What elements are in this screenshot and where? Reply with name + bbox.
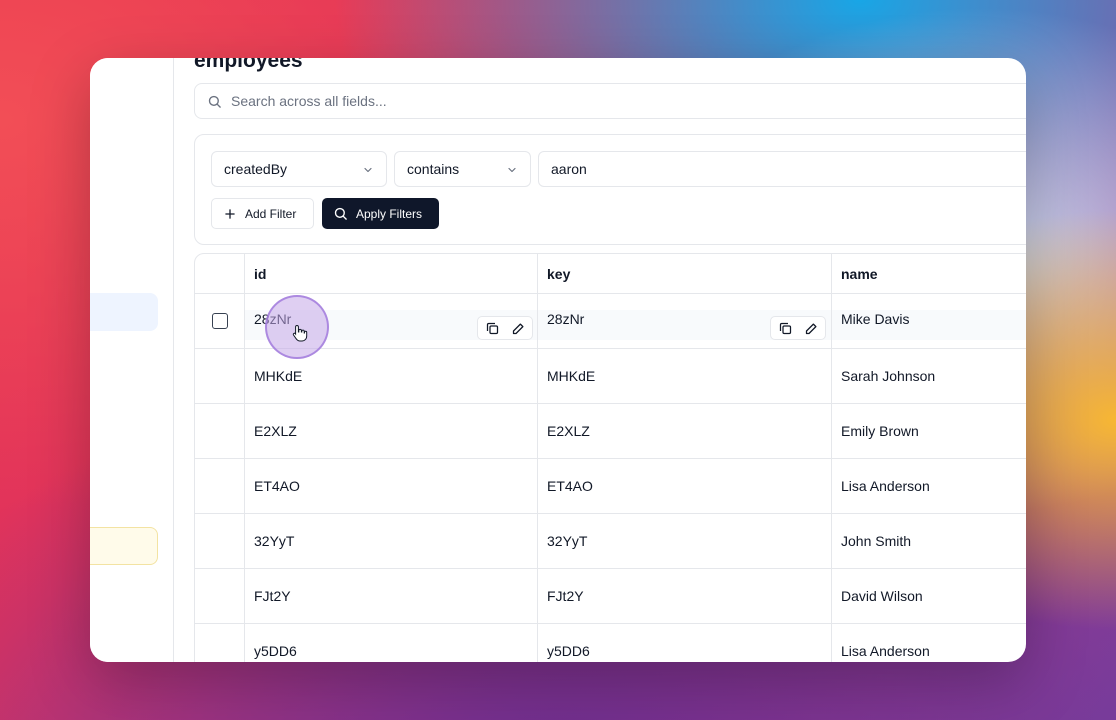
table-header-row: id key name (195, 254, 1026, 294)
data-table: id key name 28zNr 28zNr Mike Davis MHKdE (194, 253, 1026, 662)
table-row[interactable]: y5DD6 y5DD6 Lisa Anderson (195, 624, 1026, 662)
cell-actions-key (770, 316, 826, 340)
row-select-cell (195, 404, 245, 458)
hand-pointer-icon (292, 324, 308, 342)
search-icon (208, 95, 221, 108)
header-select-cell (195, 254, 245, 293)
table-row[interactable]: E2XLZ E2XLZ Emily Brown (195, 404, 1026, 459)
apply-filters-button[interactable]: Apply Filters (322, 198, 439, 229)
cell-name[interactable]: Sarah Johnson (841, 368, 936, 384)
cell-name[interactable]: Mike Davis (841, 311, 910, 327)
row-select-cell (195, 514, 245, 568)
cell-key[interactable]: E2XLZ (538, 404, 832, 458)
chevron-down-icon (508, 167, 516, 173)
row-select-cell (195, 624, 245, 662)
column-header-id[interactable]: id (245, 254, 538, 293)
sidebar (90, 58, 174, 662)
cell-key[interactable]: MHKdE (538, 349, 832, 403)
copy-icon[interactable] (481, 317, 503, 339)
filter-field-value: createdBy (224, 161, 288, 177)
search-icon (334, 207, 347, 220)
pencil-icon[interactable] (507, 317, 529, 339)
row-checkbox[interactable] (211, 313, 228, 329)
sidebar-item-highlighted[interactable] (90, 527, 158, 565)
table-row[interactable]: MHKdE MHKdE Sarah Johnson (195, 349, 1026, 404)
cell-key[interactable]: y5DD6 (538, 624, 832, 662)
row-select-cell (195, 294, 245, 348)
cell-name[interactable]: John Smith (841, 533, 912, 549)
column-header-key[interactable]: key (538, 254, 832, 293)
cell-name[interactable]: Emily Brown (841, 423, 919, 439)
sidebar-item-selected[interactable] (90, 293, 158, 331)
filter-field-select[interactable]: createdBy (211, 151, 387, 187)
cell-name[interactable]: David Wilson (841, 588, 923, 604)
table-row[interactable]: 32YyT 32YyT John Smith (195, 514, 1026, 569)
plus-icon (225, 208, 235, 219)
pencil-icon[interactable] (800, 317, 822, 339)
copy-icon[interactable] (774, 317, 796, 339)
search-bar[interactable]: Search across all fields... (194, 83, 1026, 119)
column-header-name[interactable]: name (841, 265, 878, 282)
cell-id[interactable]: FJt2Y (245, 569, 538, 623)
table-row[interactable]: ET4AO ET4AO Lisa Anderson (195, 459, 1026, 514)
row-select-cell (195, 459, 245, 513)
chevron-down-icon (364, 167, 372, 173)
table-row[interactable]: 28zNr 28zNr Mike Davis (195, 294, 1026, 349)
row-select-cell (195, 569, 245, 623)
filter-operator-value: contains (407, 161, 460, 177)
cell-name[interactable]: Lisa Anderson (841, 643, 930, 659)
filter-operator-select[interactable]: contains (394, 151, 531, 187)
cell-key[interactable]: ET4AO (538, 459, 832, 513)
cell-id[interactable]: MHKdE (245, 349, 538, 403)
add-filter-button[interactable]: Add Filter (211, 198, 314, 229)
cell-id[interactable]: E2XLZ (245, 404, 538, 458)
filter-value-text: aaron (551, 161, 587, 177)
cell-id[interactable]: 32YyT (245, 514, 538, 568)
cell-id[interactable]: y5DD6 (245, 624, 538, 662)
filter-panel: createdBy contains aaron Add Filter Appl… (194, 134, 1026, 245)
cell-actions-id (477, 316, 533, 340)
row-hover-highlight (245, 310, 1026, 340)
add-filter-label: Add Filter (245, 206, 297, 221)
apply-filters-label: Apply Filters (356, 206, 423, 221)
cell-name[interactable]: Lisa Anderson (841, 478, 930, 494)
cell-id[interactable]: ET4AO (245, 459, 538, 513)
cell-key[interactable]: 28zNr (538, 294, 832, 348)
cell-key[interactable]: 32YyT (538, 514, 832, 568)
app-window: employees Search across all fields... cr… (90, 58, 1026, 662)
page-title: employees (194, 58, 303, 72)
search-input[interactable]: Search across all fields... (231, 93, 387, 109)
cell-key[interactable]: FJt2Y (538, 569, 832, 623)
filter-value-input[interactable]: aaron (538, 151, 1026, 187)
row-select-cell (195, 349, 245, 403)
table-row[interactable]: FJt2Y FJt2Y David Wilson (195, 569, 1026, 624)
